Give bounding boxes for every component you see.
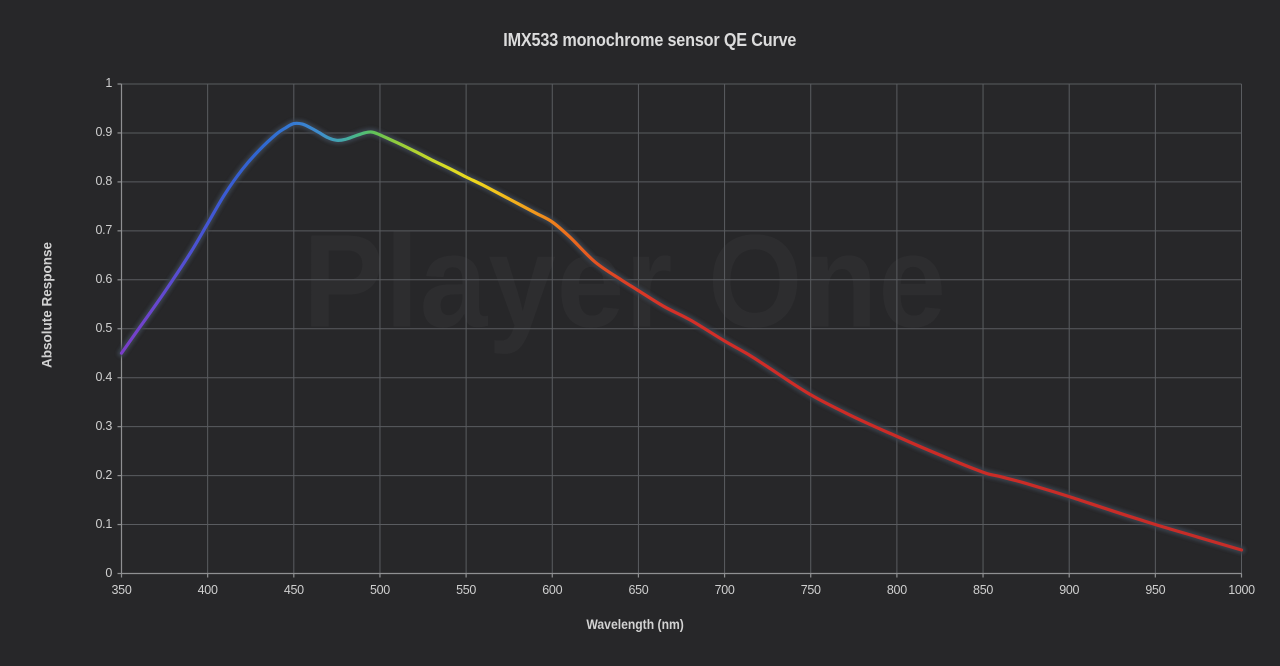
y-tick-label: 0.7: [95, 222, 113, 237]
x-tick-label: 850: [973, 583, 994, 597]
x-tick-label: 650: [628, 583, 649, 597]
chart-title-text: IMX533 monochrome sensor QE Curve: [503, 30, 797, 50]
y-axis-label: Absolute Response: [39, 241, 55, 369]
x-axis-label: Wavelength (nm): [0, 617, 1270, 632]
x-axis-label-text: Wavelength (nm): [586, 617, 684, 632]
y-tick-label: 0.2: [95, 467, 113, 482]
y-tick-label: 0.4: [95, 369, 113, 384]
x-tick-label: 400: [197, 583, 218, 597]
x-tick-label: 800: [886, 583, 907, 597]
x-tick-label: 900: [1059, 583, 1080, 597]
y-tick-label: 0.1: [95, 516, 113, 531]
chart-title: IMX533 monochrome sensor QE Curve: [20, 30, 1280, 51]
y-tick-label: 0.8: [95, 173, 113, 188]
x-tick-label: 600: [542, 583, 563, 597]
x-tick-label: 500: [369, 583, 390, 597]
x-tick-label: 1000: [1228, 583, 1255, 597]
axes: [117, 83, 1243, 578]
y-tick-label: 0.5: [95, 320, 113, 335]
x-tick-label: 550: [456, 583, 477, 597]
grid-lines: [121, 83, 1242, 574]
y-tick-label: 0.6: [95, 271, 113, 286]
x-tick-label: 450: [283, 583, 304, 597]
qe-curve-line: [119, 121, 1244, 552]
y-tick-label: 1: [105, 76, 112, 90]
qe-curve-halo: [117, 119, 1246, 554]
y-tick-label: 0: [105, 565, 112, 580]
x-tick-label: 950: [1145, 583, 1166, 597]
x-tick-label: 700: [714, 583, 735, 597]
x-tick-label: 750: [800, 583, 821, 597]
x-tick-label: 350: [111, 583, 132, 597]
y-tick-label: 0.3: [95, 418, 113, 433]
y-tick-label: 0.9: [95, 124, 113, 139]
